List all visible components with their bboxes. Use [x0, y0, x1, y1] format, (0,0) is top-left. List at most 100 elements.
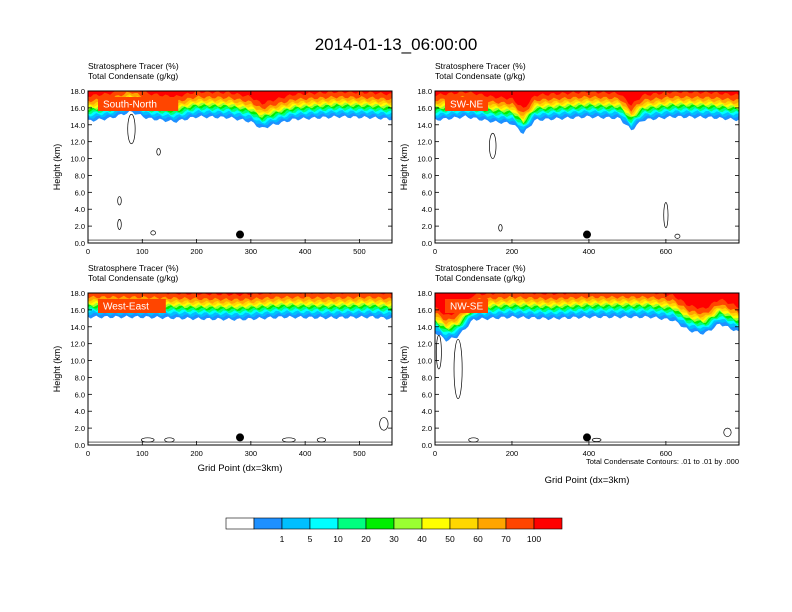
tracer-field — [88, 91, 392, 241]
condensate-contour — [127, 113, 136, 145]
colorbar-label: 40 — [417, 534, 427, 544]
condensate-contour — [591, 437, 602, 442]
plot-frame — [434, 292, 740, 446]
x-tick-label: 0 — [433, 449, 437, 458]
x-tick-label: 200 — [190, 247, 203, 256]
x-tick-label: 400 — [583, 449, 596, 458]
y-tick-label: 2.0 — [75, 424, 85, 433]
colorbar-label: 60 — [473, 534, 483, 544]
colorbar-swatch — [505, 517, 535, 530]
y-tick-label: 0.0 — [422, 441, 432, 450]
condensate-contour — [282, 437, 296, 443]
panel-title-line: Total Condensate (g/kg) — [88, 71, 178, 81]
condensate-contour — [453, 339, 463, 399]
y-tick-label: 16.0 — [417, 104, 432, 113]
condensate-contour — [498, 224, 503, 232]
y-axis-label: Height (km) — [399, 346, 409, 393]
tracer-field — [88, 293, 392, 443]
y-tick-label: 14.0 — [417, 121, 432, 130]
y-tick-label: 16.0 — [70, 306, 85, 315]
y-tick-label: 10.0 — [70, 155, 85, 164]
tracer-band-9 — [435, 293, 739, 325]
section-label-bg — [445, 97, 488, 111]
panel-title-line: Total Condensate (g/kg) — [88, 273, 178, 283]
panel-nw-se: 0.0 2.0 4.0 6.0 8.0 10.0 12.0 14.0 16.0 18.0 0 200 4… — [399, 263, 740, 486]
y-axis-label: Height (km) — [52, 346, 62, 393]
panel-title-line: Total Condensate (g/kg) — [435, 273, 525, 283]
x-tick-label: 400 — [299, 247, 312, 256]
colorbar-label: 1 — [280, 534, 285, 544]
x-tick-label: 600 — [660, 247, 673, 256]
tracer-band-11 — [88, 91, 392, 105]
section-label: West-East — [103, 302, 149, 313]
plot-frame — [434, 90, 740, 244]
location-marker — [583, 230, 591, 239]
condensate-contour — [117, 219, 122, 230]
y-tick-label: 6.0 — [422, 188, 432, 197]
y-tick-label: 18.0 — [417, 289, 432, 298]
panel-title-line: Stratosphere Tracer (%) — [88, 263, 179, 273]
section-label: South-North — [103, 100, 157, 111]
condensate-contour — [316, 437, 327, 443]
y-tick-label: 4.0 — [75, 407, 85, 416]
condensate-contour — [164, 437, 175, 443]
colorbar: 1 5 10 20 30 40 50 60 70 100 — [225, 517, 563, 544]
y-tick-label: 16.0 — [70, 104, 85, 113]
colorbar-label: 100 — [527, 534, 541, 544]
y-tick-label: 10.0 — [417, 357, 432, 366]
tracer-band-11 — [435, 293, 739, 316]
condensate-contour — [674, 233, 681, 239]
y-tick-label: 0.0 — [422, 239, 432, 248]
y-tick-label: 2.0 — [75, 222, 85, 231]
y-tick-label: 10.0 — [70, 357, 85, 366]
y-tick-label: 14.0 — [70, 121, 85, 130]
y-tick-label: 12.0 — [417, 138, 432, 147]
section-label: NW-SE — [450, 302, 483, 313]
plot-frame — [87, 90, 393, 244]
x-tick-label: 400 — [583, 247, 596, 256]
y-tick-label: 16.0 — [417, 306, 432, 315]
condensate-contour — [663, 202, 669, 229]
y-tick-label: 18.0 — [70, 289, 85, 298]
panel-west-east: 0.0 2.0 4.0 6.0 8.0 10.0 12.0 14.0 16.0 18.0 0 100 2… — [52, 263, 393, 474]
y-tick-label: 6.0 — [422, 390, 432, 399]
colorbar-swatch — [421, 517, 451, 530]
condensate-contour — [117, 196, 122, 206]
y-tick-label: 12.0 — [417, 340, 432, 349]
y-tick-label: 8.0 — [75, 373, 85, 382]
colorbar-label: 20 — [361, 534, 371, 544]
y-tick-label: 4.0 — [422, 205, 432, 214]
x-tick-label: 100 — [136, 449, 149, 458]
y-tick-label: 0.0 — [75, 441, 85, 450]
colorbar-swatch — [281, 517, 311, 530]
colorbar-label: 30 — [389, 534, 399, 544]
panel-sw-ne: 0.0 2.0 4.0 6.0 8.0 10.0 12.0 14.0 16.0 18.0 0 200 4… — [399, 61, 740, 256]
x-tick-label: 0 — [433, 247, 437, 256]
y-tick-label: 4.0 — [75, 205, 85, 214]
colorbar-swatch — [477, 517, 507, 530]
y-tick-label: 6.0 — [75, 390, 85, 399]
y-tick-label: 14.0 — [70, 323, 85, 332]
condensate-contour — [379, 417, 389, 431]
tracer-band-10 — [88, 91, 392, 110]
section-label-bg — [98, 299, 166, 313]
condensate-contour — [723, 427, 732, 437]
section-label-bg — [445, 299, 488, 313]
colorbar-swatch — [225, 517, 255, 530]
condensate-contour — [435, 334, 442, 370]
x-tick-label: 300 — [245, 449, 258, 458]
colorbar-swatch — [449, 517, 479, 530]
x-tick-label: 400 — [299, 449, 312, 458]
tracer-band-11 — [435, 91, 739, 108]
y-tick-label: 8.0 — [422, 171, 432, 180]
y-tick-label: 14.0 — [417, 323, 432, 332]
location-marker — [236, 230, 244, 239]
colorbar-swatch — [365, 517, 395, 530]
colorbar-label: 70 — [501, 534, 511, 544]
tracer-band-11 — [88, 293, 392, 297]
condensate-contour — [150, 230, 156, 236]
y-tick-label: 18.0 — [417, 87, 432, 96]
x-tick-label: 200 — [190, 449, 203, 458]
panel-grid: 0.0 2.0 4.0 6.0 8.0 10.0 12.0 14.0 16.0 18.0 0 100 2… — [52, 61, 740, 486]
